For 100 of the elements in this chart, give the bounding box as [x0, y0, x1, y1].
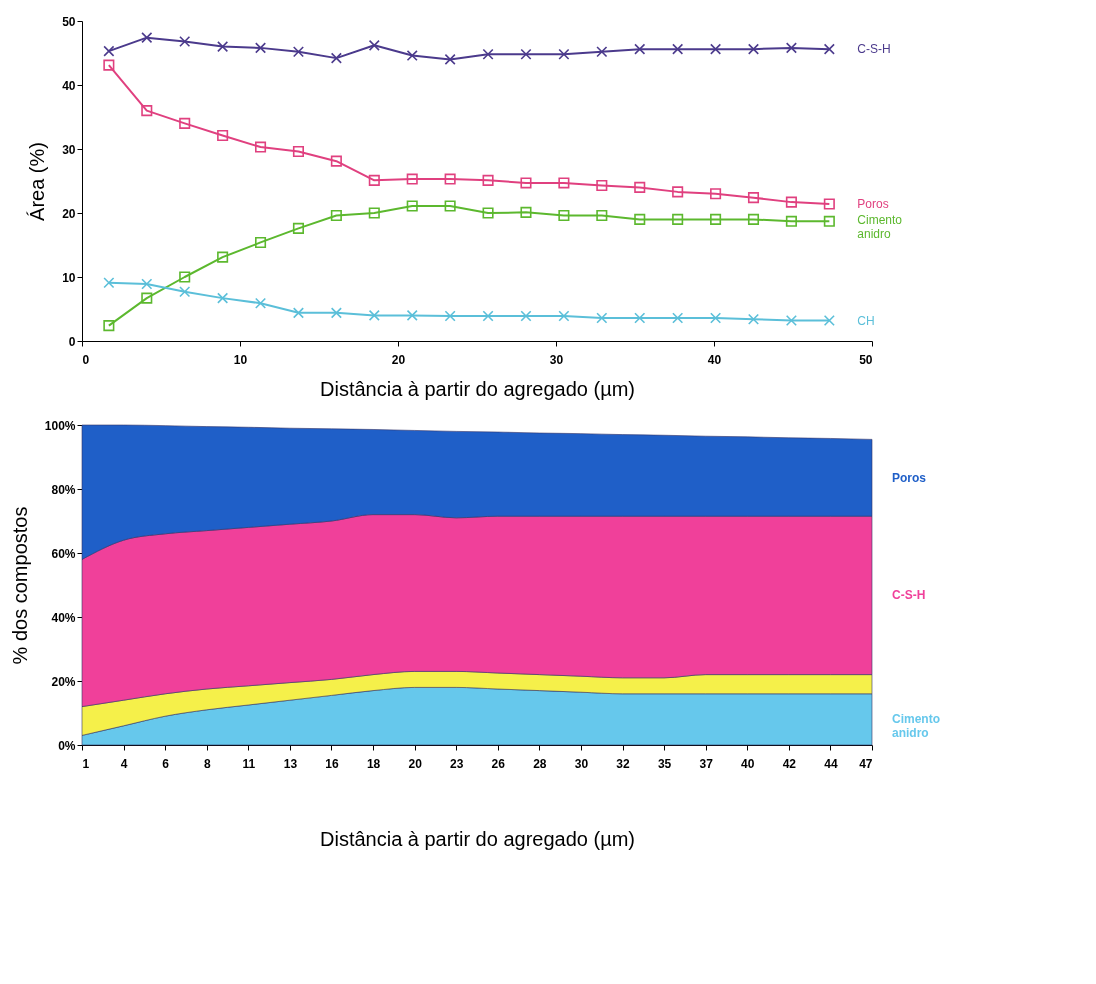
point: [482, 207, 494, 219]
x-axis-title: Distância à partir do agregado (µm): [320, 827, 635, 850]
x-tick-label: 40: [741, 756, 755, 771]
x-tick-label: 40: [707, 352, 722, 367]
point: [482, 48, 494, 60]
point: [520, 206, 532, 218]
point: [596, 312, 608, 324]
point: [558, 310, 570, 322]
point: [823, 43, 835, 55]
point: [785, 314, 797, 327]
point: [672, 312, 684, 324]
x-tick-label: 28: [533, 756, 547, 771]
point: [710, 312, 722, 324]
point: [141, 105, 153, 117]
x-tick-label: 20: [408, 756, 423, 771]
point: [330, 307, 342, 319]
point: [520, 48, 532, 60]
x-tick-label: 8: [203, 756, 211, 771]
point: [141, 292, 153, 304]
point: [292, 146, 304, 158]
point: [330, 210, 342, 222]
point: [368, 309, 380, 321]
point: [710, 43, 722, 55]
point: [103, 45, 115, 57]
point: [747, 213, 760, 225]
point: [406, 173, 418, 185]
point: [634, 213, 646, 225]
x-tick-label: 11: [242, 756, 256, 771]
x-tick-label: 30: [574, 756, 589, 771]
x-tick-label: 1: [82, 756, 90, 771]
point: [330, 52, 342, 64]
point: [255, 141, 267, 153]
x-tick-label: 4: [120, 756, 128, 771]
series-label: Poros: [892, 470, 927, 485]
point: [710, 213, 722, 225]
point: [520, 310, 532, 322]
x-tick-label: 44: [824, 756, 838, 771]
point: [596, 210, 608, 222]
point: [785, 42, 797, 54]
point: [444, 310, 456, 322]
x-tick-label: 16: [325, 756, 339, 771]
point: [672, 186, 684, 198]
point: [255, 236, 267, 248]
point: [292, 307, 304, 319]
y-tick-label: 10: [62, 270, 76, 285]
y-tick-label: 0: [68, 334, 76, 349]
y-tick-label: 40: [62, 78, 76, 93]
point: [292, 46, 304, 58]
point: [292, 222, 304, 234]
x-tick-label: 26: [491, 756, 506, 771]
x-tick-label: 42: [782, 756, 797, 771]
x-tick-label: 50: [859, 352, 873, 367]
point: [179, 286, 191, 298]
point: [141, 278, 153, 290]
y-tick-label: 50: [62, 14, 76, 29]
point: [141, 32, 153, 44]
point: [368, 39, 380, 51]
point: [406, 309, 418, 321]
point: [217, 251, 229, 263]
point: [823, 215, 835, 227]
x-tick-label: 13: [283, 756, 298, 771]
series-label: Cimento anidro: [892, 712, 940, 741]
point: [444, 173, 456, 185]
point: [785, 215, 797, 227]
x-tick-label: 30: [549, 352, 564, 367]
point: [103, 320, 115, 332]
x-tick-label: 0: [82, 352, 90, 367]
y-tick-label: 100%: [44, 418, 76, 433]
point: [444, 53, 456, 65]
point: [103, 277, 115, 289]
series-label: C-S-H: [892, 588, 926, 603]
x-tick-label: 20: [391, 352, 406, 367]
point: [217, 130, 229, 142]
x-tick-label: 47: [859, 756, 873, 771]
point: [747, 313, 760, 325]
y-tick-label: 80%: [51, 482, 76, 497]
point: [406, 200, 418, 212]
point: [255, 42, 267, 54]
y-axis-title: % dos compostos: [8, 506, 31, 665]
y-tick-label: 0%: [58, 738, 76, 753]
point: [558, 177, 570, 189]
point: [710, 188, 722, 200]
point: [596, 179, 608, 192]
series-label: Cimento anidro: [857, 213, 903, 242]
point: [672, 213, 684, 225]
x-tick-label: 6: [162, 756, 170, 771]
point: [406, 50, 418, 62]
y-tick-label: 30: [62, 142, 76, 157]
point: [823, 198, 835, 210]
point: [558, 48, 570, 60]
point: [596, 46, 608, 58]
x-tick-label: 32: [616, 756, 631, 771]
point: [217, 292, 229, 304]
point: [444, 200, 456, 212]
point: [217, 41, 229, 53]
point: [747, 192, 760, 204]
x-tick-label: 37: [699, 756, 714, 771]
point: [823, 314, 835, 327]
point: [672, 43, 684, 55]
point: [482, 174, 494, 186]
